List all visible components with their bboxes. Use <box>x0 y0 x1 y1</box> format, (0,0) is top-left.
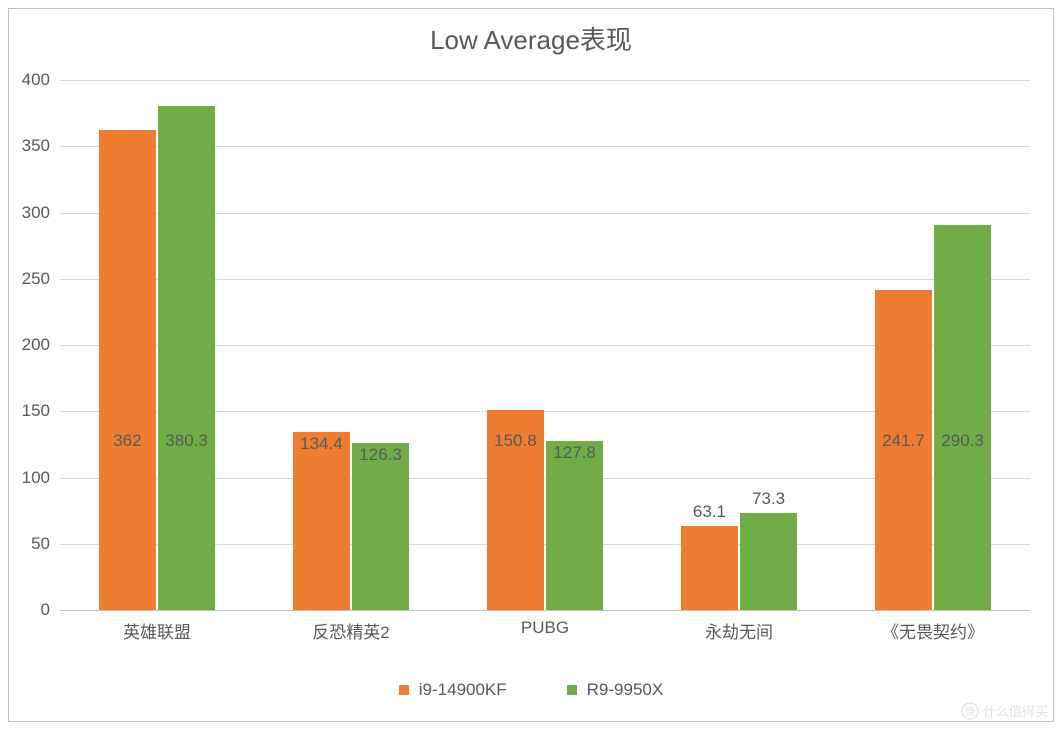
xtick-label: PUBG <box>521 610 569 638</box>
bar-value-label: 63.1 <box>681 502 737 522</box>
ytick-label: 350 <box>22 136 60 156</box>
bar-value-label: 126.3 <box>352 445 408 465</box>
ytick-label: 0 <box>41 600 60 620</box>
xtick-label: 永劫无间 <box>705 610 773 643</box>
bar-value-label: 127.8 <box>546 443 602 463</box>
ytick-label: 250 <box>22 269 60 289</box>
bar-value-label: 134.4 <box>293 434 349 454</box>
bar <box>352 443 408 610</box>
bar <box>293 432 349 610</box>
legend-item: R9-9950X <box>567 680 664 700</box>
chart-title: Low Average表现 <box>0 20 1062 57</box>
bar-value-label: 150.8 <box>487 431 543 451</box>
legend: i9-14900KF R9-9950X <box>0 680 1062 700</box>
bar-value-label: 241.7 <box>875 431 931 451</box>
ytick-label: 150 <box>22 401 60 421</box>
bar <box>934 225 990 610</box>
xtick-label: 英雄联盟 <box>123 610 191 643</box>
ytick-label: 100 <box>22 468 60 488</box>
bar-value-label: 290.3 <box>934 431 990 451</box>
xtick-label: 《无畏契约》 <box>882 610 984 643</box>
legend-item: i9-14900KF <box>399 680 507 700</box>
ytick-label: 400 <box>22 70 60 90</box>
plot-area: 050100150200250300350400英雄联盟362380.3反恐精英… <box>60 80 1030 610</box>
legend-label: R9-9950X <box>587 680 664 700</box>
gridline <box>60 80 1030 81</box>
legend-swatch <box>399 685 409 695</box>
bar-value-label: 362 <box>99 431 155 451</box>
ytick-label: 200 <box>22 335 60 355</box>
ytick-label: 300 <box>22 203 60 223</box>
legend-swatch <box>567 685 577 695</box>
bar <box>99 130 155 610</box>
bar-value-label: 73.3 <box>740 489 796 509</box>
bar <box>158 106 214 610</box>
chart-frame: Low Average表现 050100150200250300350400英雄… <box>0 0 1062 730</box>
xtick-label: 反恐精英2 <box>312 610 389 643</box>
bar <box>546 441 602 610</box>
legend-label: i9-14900KF <box>419 680 507 700</box>
bar-value-label: 380.3 <box>158 431 214 451</box>
ytick-label: 50 <box>31 534 60 554</box>
bar <box>681 526 737 610</box>
bar <box>740 513 796 610</box>
